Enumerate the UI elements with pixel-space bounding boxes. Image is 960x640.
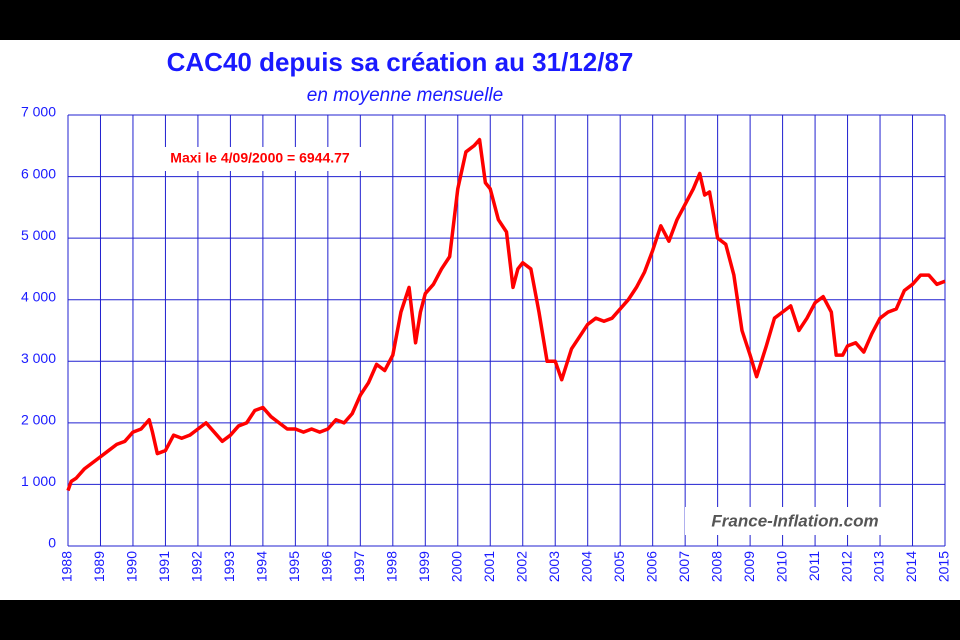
- x-tick-label: 1998: [384, 551, 400, 582]
- x-tick-label: 1999: [416, 551, 432, 582]
- x-tick-label: 1994: [254, 551, 270, 582]
- background: [0, 40, 960, 600]
- y-tick-label: 2 000: [21, 412, 56, 428]
- x-tick-label: 2015: [936, 551, 952, 582]
- x-tick-label: 1997: [351, 551, 367, 582]
- x-tick-label: 1995: [286, 551, 302, 582]
- y-tick-label: 1 000: [21, 473, 56, 489]
- x-tick-label: 2003: [546, 551, 562, 582]
- x-tick-label: 2014: [903, 551, 919, 582]
- watermark-box: [685, 507, 900, 535]
- y-tick-label: 6 000: [21, 165, 56, 181]
- annotation: Maxi le 4/09/2000 = 6944.77: [170, 150, 350, 166]
- x-tick-label: 2013: [871, 551, 887, 582]
- x-tick-label: 2004: [578, 551, 594, 582]
- x-tick-label: 2005: [611, 551, 627, 582]
- y-tick-label: 3 000: [21, 350, 56, 366]
- x-tick-label: 1990: [124, 551, 140, 582]
- x-tick-label: 2009: [741, 551, 757, 582]
- annotation-box: [138, 147, 383, 171]
- x-tick-label: 1989: [91, 551, 107, 582]
- x-tick-label: 2011: [806, 551, 822, 581]
- chart-title: CAC40 depuis sa création au 31/12/87: [167, 47, 634, 77]
- y-tick-label: 5 000: [21, 227, 56, 243]
- x-tick-label: 2006: [643, 551, 659, 582]
- x-tick-label: 2010: [773, 551, 789, 582]
- y-tick-label: 7 000: [21, 104, 56, 120]
- x-tick-label: 1993: [221, 551, 237, 582]
- watermark: France-Inflation.com: [711, 511, 878, 530]
- x-tick-label: 1991: [156, 551, 172, 582]
- y-tick-label: 4 000: [21, 288, 56, 304]
- x-tick-label: 2000: [448, 551, 464, 582]
- x-tick-label: 1992: [189, 551, 205, 582]
- x-tick-label: 1988: [59, 551, 75, 582]
- x-tick-label: 1996: [319, 551, 335, 582]
- x-tick-label: 2001: [481, 551, 497, 582]
- x-tick-label: 2012: [838, 551, 854, 582]
- chart-subtitle: en moyenne mensuelle: [307, 85, 503, 106]
- x-tick-label: 2008: [708, 551, 724, 582]
- y-tick-label: 0: [48, 535, 56, 551]
- line-series: [66, 137, 946, 492]
- x-tick-label: 2007: [676, 551, 692, 582]
- x-tick-label: 2002: [513, 551, 529, 582]
